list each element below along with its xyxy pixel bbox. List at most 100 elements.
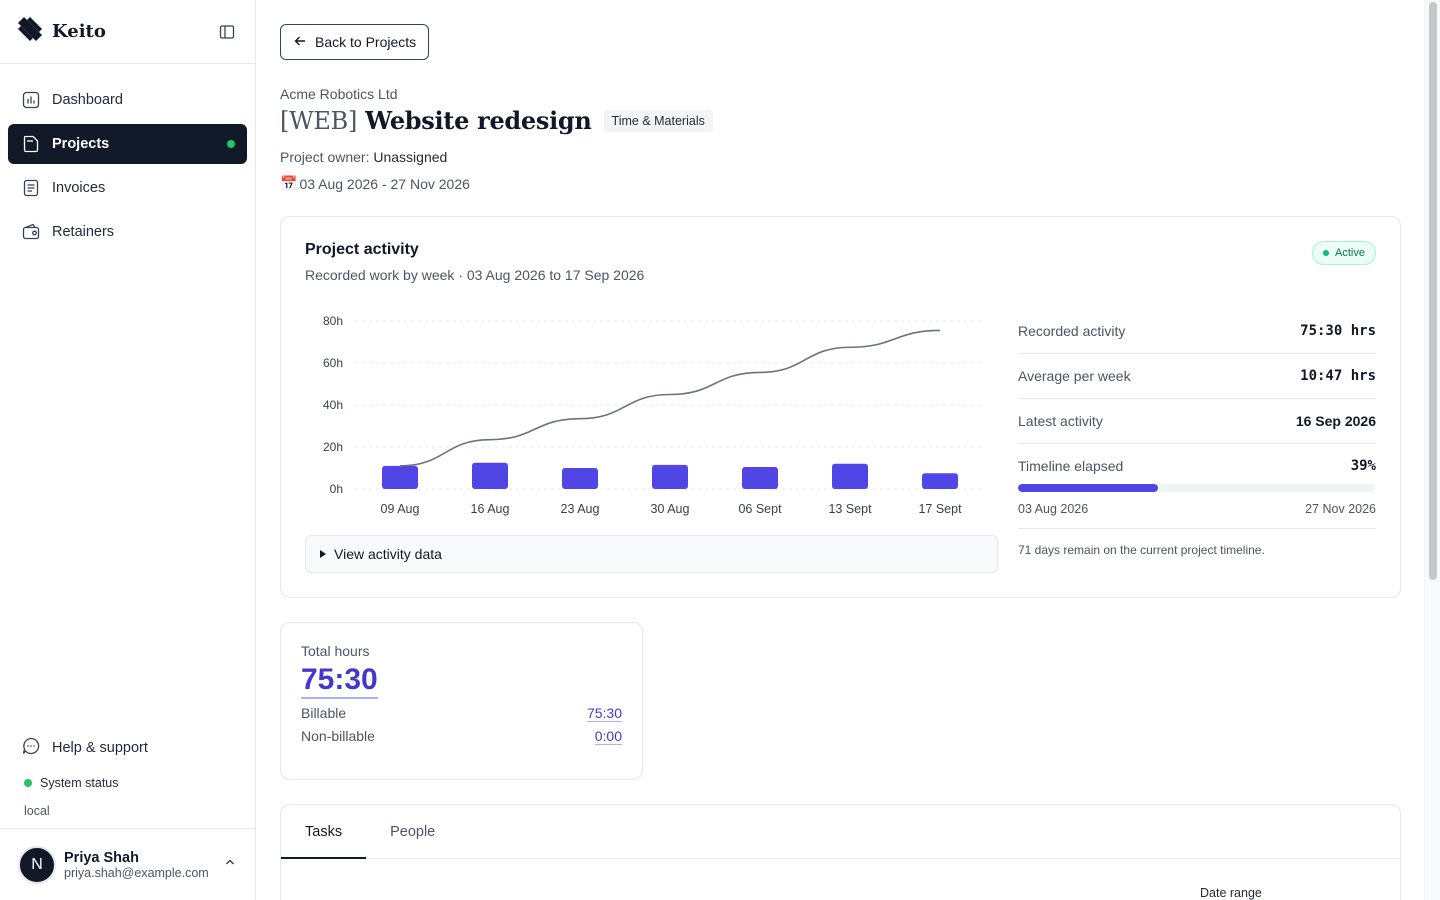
keito-logo-icon bbox=[16, 15, 44, 48]
nonbillable-label: Non-billable bbox=[301, 728, 375, 744]
sidebar-item-dashboard[interactable]: Dashboard bbox=[8, 80, 247, 120]
sidebar-item-label: Retainers bbox=[52, 224, 115, 240]
date-range: 03 Aug 2026 - 27 Nov 2026 bbox=[299, 175, 470, 192]
sidebar-item-invoices[interactable]: Invoices bbox=[8, 168, 247, 208]
total-hours-label: Total hours bbox=[301, 643, 370, 659]
main-content: Back to Projects Acme Robotics Ltd [WEB]… bbox=[256, 0, 1440, 900]
chart-bar bbox=[922, 473, 958, 489]
project-activity-card: Project activity Recorded work by week ·… bbox=[280, 216, 1401, 598]
chart-bar bbox=[832, 463, 868, 489]
y-tick-label: 0h bbox=[330, 482, 343, 496]
activity-chart: 0h 20h 40h 60h 80h 09 Aug 16 Aug 23 Aug 30 Aug 06… bbox=[305, 309, 999, 519]
date-range-label: Date range bbox=[1200, 886, 1262, 900]
billable-row: Billable 75:30 bbox=[301, 705, 622, 722]
billing-type-badge: Time & Materials bbox=[603, 109, 713, 132]
chart-bar bbox=[382, 465, 418, 489]
project-owner: Project owner: Unassigned bbox=[280, 149, 1425, 165]
user-menu[interactable]: N Priya Shah priya.shah@example.com bbox=[0, 828, 255, 900]
project-code: [WEB] bbox=[280, 107, 358, 135]
stat-average-per-week: Average per week 10:47 hrs bbox=[1018, 354, 1376, 399]
tab-bar: Tasks People bbox=[281, 805, 1400, 859]
calendar-icon: 📅 bbox=[280, 175, 298, 191]
timeline-dates: 03 Aug 2026 27 Nov 2026 bbox=[1018, 502, 1376, 516]
sidebar: Keito Dashboard Projects bbox=[0, 0, 256, 900]
timeline-header: Timeline elapsed 39% bbox=[1018, 458, 1376, 474]
owner-value: Unassigned bbox=[373, 149, 448, 165]
folder-icon bbox=[22, 135, 40, 153]
sidebar-item-label: Projects bbox=[52, 136, 110, 152]
timeline-progress-fill bbox=[1018, 484, 1158, 492]
project-page: Back to Projects Acme Robotics Ltd [WEB]… bbox=[256, 0, 1425, 900]
x-tick-label: 13 Sept bbox=[828, 502, 872, 516]
status-badge-label: Active bbox=[1335, 247, 1365, 259]
sidebar-toggle-icon[interactable] bbox=[215, 20, 239, 44]
chart-bar bbox=[742, 466, 778, 489]
stat-recorded-activity: Recorded activity 75:30 hrs bbox=[1018, 309, 1376, 354]
brand-name: Keito bbox=[52, 21, 106, 42]
view-activity-data-toggle[interactable]: View activity data bbox=[305, 535, 998, 573]
sidebar-header: Keito bbox=[0, 0, 255, 64]
sidebar-item-retainers[interactable]: Retainers bbox=[8, 212, 247, 252]
y-tick-label: 60h bbox=[323, 356, 343, 370]
system-status-link[interactable]: System status bbox=[0, 768, 255, 798]
project-dates: 📅 03 Aug 2026 - 27 Nov 2026 bbox=[280, 175, 1425, 192]
chart-cumulative-line bbox=[399, 329, 941, 467]
status-dot-icon bbox=[1323, 250, 1330, 256]
total-hours-value[interactable]: 75:30 bbox=[301, 663, 378, 699]
back-to-projects-button[interactable]: Back to Projects bbox=[280, 24, 430, 60]
total-hours-card: Total hours 75:30 Billable 75:30 Non-bil… bbox=[280, 622, 643, 780]
stat-value: 16 Sep 2026 bbox=[1295, 413, 1376, 429]
timeline-progress-bar bbox=[1018, 484, 1376, 492]
user-name: Priya Shah bbox=[64, 849, 139, 866]
owner-label: Project owner: bbox=[280, 149, 370, 165]
sidebar-item-label: Invoices bbox=[52, 180, 106, 196]
timeline-start: 03 Aug 2026 bbox=[1018, 502, 1089, 516]
sidebar-item-label: Dashboard bbox=[52, 92, 123, 108]
avatar: N bbox=[18, 845, 56, 884]
stat-value: 75:30 hrs bbox=[1300, 323, 1376, 339]
chart-bar bbox=[472, 462, 508, 489]
timeline-elapsed: Timeline elapsed 39% 03 Aug 2026 27 Nov … bbox=[1018, 444, 1376, 529]
help-support-label: Help & support bbox=[52, 740, 148, 756]
page-scrollbar[interactable] bbox=[1424, 0, 1440, 900]
active-indicator-dot bbox=[227, 140, 235, 148]
activity-subtitle: Recorded work by week · 03 Aug 2026 to 1… bbox=[305, 267, 645, 283]
x-tick-label: 17 Sept bbox=[918, 502, 962, 516]
billable-value-link[interactable]: 75:30 bbox=[586, 705, 622, 722]
scrollbar-thumb[interactable] bbox=[1429, 2, 1437, 580]
brand[interactable]: Keito bbox=[16, 15, 106, 48]
help-support-link[interactable]: Help & support bbox=[0, 728, 255, 768]
client-name: Acme Robotics Ltd bbox=[280, 86, 398, 102]
status-badge: Active bbox=[1312, 241, 1376, 265]
chart-bar bbox=[562, 468, 598, 489]
stat-label: Recorded activity bbox=[1018, 323, 1126, 339]
environment-label: local bbox=[24, 804, 50, 818]
back-button-label: Back to Projects bbox=[315, 34, 417, 50]
x-tick-label: 30 Aug bbox=[651, 502, 690, 516]
tab-people[interactable]: People bbox=[390, 823, 436, 840]
stat-label: Latest activity bbox=[1018, 413, 1103, 429]
user-info: Priya Shah priya.shah@example.com bbox=[64, 850, 215, 880]
title-row: [WEB] Website redesign Time & Materials bbox=[280, 106, 1425, 135]
stat-value: 10:47 hrs bbox=[1300, 368, 1376, 384]
activity-chart-svg: 0h 20h 40h 60h 80h 09 Aug 16 Aug 23 Aug 30 Aug 06… bbox=[323, 314, 985, 516]
sidebar-nav: Dashboard Projects Invoices Retainers bbox=[0, 64, 255, 252]
chevron-up-icon bbox=[223, 855, 237, 874]
x-tick-label: 23 Aug bbox=[561, 502, 600, 516]
tab-tasks[interactable]: Tasks bbox=[281, 805, 367, 859]
x-tick-label: 16 Aug bbox=[471, 502, 510, 516]
user-email: priya.shah@example.com bbox=[64, 865, 209, 880]
nonbillable-value-link[interactable]: 0:00 bbox=[594, 728, 622, 745]
page-title: [WEB] Website redesign bbox=[280, 106, 592, 135]
stat-label: Average per week bbox=[1018, 368, 1131, 384]
project-name: Website redesign bbox=[365, 106, 592, 135]
timeline-label: Timeline elapsed bbox=[1018, 458, 1124, 474]
x-tick-label: 06 Sept bbox=[738, 502, 782, 516]
stat-latest-activity: Latest activity 16 Sep 2026 bbox=[1018, 399, 1376, 444]
y-tick-label: 20h bbox=[323, 440, 343, 454]
y-tick-label: 80h bbox=[323, 314, 343, 328]
x-tick-label: 09 Aug bbox=[381, 502, 420, 516]
activity-title: Project activity bbox=[305, 241, 419, 258]
wallet-icon bbox=[22, 223, 40, 241]
sidebar-item-projects[interactable]: Projects bbox=[8, 124, 247, 164]
